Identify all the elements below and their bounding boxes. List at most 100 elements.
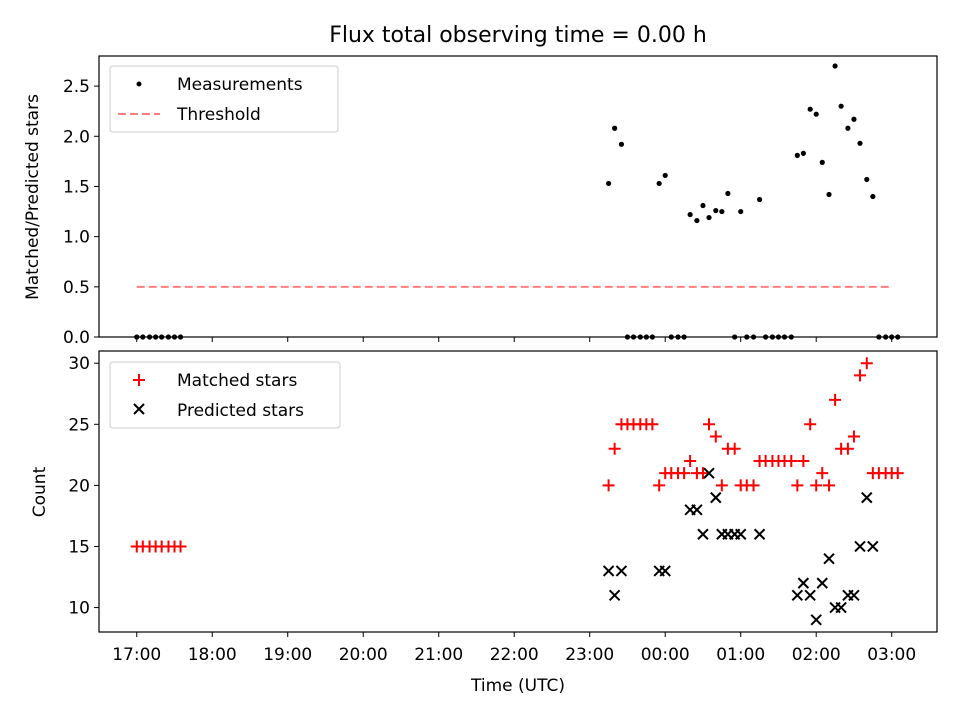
x-tick-label: 02:00	[792, 645, 841, 665]
predicted-star-point	[854, 540, 866, 553]
matched-star-point	[684, 454, 697, 467]
bottom-ytick-label: 20	[68, 476, 90, 496]
matched-star-point	[816, 467, 829, 480]
legend-measurements-label: Measurements	[177, 75, 303, 95]
measurement-point	[819, 159, 825, 165]
matched-star-point	[715, 479, 728, 492]
matched-star-point	[646, 418, 659, 431]
matched-star-point	[696, 467, 709, 480]
measurement-point	[725, 190, 731, 197]
legend-threshold-label: Threshold	[176, 105, 261, 125]
measurement-point	[857, 140, 863, 146]
measurement-point	[687, 211, 693, 218]
matched-star-point	[847, 430, 860, 443]
predicted-star-point	[797, 577, 810, 589]
bottom-legend: Matched stars Predicted stars	[109, 361, 341, 429]
predicted-star-point	[867, 540, 879, 553]
x-tick-label: 17:00	[112, 645, 161, 665]
measurement-point	[838, 103, 844, 109]
measurement-point	[662, 172, 668, 179]
matched-star-point	[747, 479, 760, 492]
bottom-plot-area: 10 15 20 25 30 17:00 18:00 19:00 20:00 21:00 22:00…	[68, 350, 938, 665]
measurement-point	[738, 208, 744, 215]
bottom-y-axis-label: Count	[30, 466, 50, 517]
predicted-star-point	[835, 601, 847, 614]
top-chart-title: Flux total observing time = 0.00 h	[329, 23, 707, 48]
top-ytick-label: 2.0	[63, 127, 90, 147]
measurement-point	[612, 125, 618, 131]
measurement-point	[794, 152, 800, 158]
x-axis-label: Time (UTC)	[470, 676, 565, 696]
predicted-star-point	[804, 589, 816, 602]
measurement-point	[845, 125, 851, 131]
predicted-star-point	[848, 589, 860, 602]
measurement-point	[813, 111, 819, 117]
top-axes-frame	[98, 55, 938, 338]
x-tick-label: 01:00	[716, 645, 765, 665]
top-ytick-label: 1.5	[63, 177, 90, 197]
matched-star-point	[891, 467, 904, 480]
predicted-star-point	[816, 577, 828, 589]
predicted-star-point	[735, 528, 747, 540]
measurement-point	[713, 207, 719, 214]
measurement-point	[864, 176, 870, 183]
matched-star-point	[810, 479, 823, 492]
x-tick-label: 19:00	[263, 645, 312, 665]
bottom-legend-frame	[109, 361, 341, 429]
predicted-star-point	[823, 552, 835, 565]
bottom-ytick-label: 15	[68, 537, 90, 557]
top-ytick-label: 1.0	[63, 228, 90, 248]
x-tick-label: 03:00	[867, 645, 916, 665]
top-ytick-label: 0.5	[63, 278, 90, 298]
legend-predicted-marker	[133, 403, 145, 415]
legend-matched-label: Matched stars	[177, 371, 297, 391]
matched-star-point	[829, 393, 842, 406]
x-tick-label: 00:00	[641, 645, 690, 665]
predicted-star-point	[810, 614, 822, 626]
matched-star-point	[791, 479, 804, 492]
matched-star-point	[703, 418, 716, 431]
matched-star-point	[174, 540, 187, 553]
x-tick-label: 20:00	[339, 645, 388, 665]
top-ytick-label: 2.5	[63, 77, 90, 97]
predicted-star-point	[710, 491, 722, 504]
predicted-star-point	[791, 589, 804, 602]
measurement-point	[826, 191, 832, 198]
measurement-point	[706, 214, 712, 221]
matched-star-point	[678, 467, 691, 480]
bottom-ytick-label: 30	[68, 354, 90, 374]
matched-star-point	[602, 479, 615, 492]
top-legend-frame	[109, 65, 339, 133]
matched-star-point	[797, 454, 810, 467]
predicted-star-point	[861, 491, 873, 504]
bottom-ytick-label: 25	[68, 415, 90, 435]
legend-predicted-label: Predicted stars	[177, 401, 304, 421]
matched-star-point	[728, 442, 741, 455]
bottom-axes-frame	[98, 350, 938, 633]
measurement-point	[656, 180, 662, 187]
predicted-star-point	[608, 589, 621, 602]
legend-measurements-marker	[136, 81, 142, 87]
matched-star-point	[785, 454, 798, 467]
top-legend: Measurements Threshold	[109, 65, 339, 133]
matched-star-point	[709, 430, 722, 443]
measurement-point	[870, 193, 876, 200]
predicted-star-point	[615, 565, 628, 577]
measurement-point	[756, 196, 763, 203]
measurement-point	[851, 116, 857, 122]
measurement-point	[807, 106, 813, 112]
predicted-star-point	[659, 565, 671, 577]
top-y-axis-label: Matched/Predicted stars	[23, 94, 43, 300]
matched-star-point	[860, 357, 873, 370]
measurement-point	[832, 63, 838, 69]
matched-star-point	[823, 479, 836, 492]
legend-matched-marker	[133, 374, 145, 386]
predicted-star-point	[691, 504, 703, 516]
predicted-star-point	[753, 528, 766, 540]
bottom-ytick-label: 10	[68, 599, 90, 619]
x-tick-label: 22:00	[490, 645, 539, 665]
matched-star-point	[804, 418, 817, 431]
top-plot-area: 0.0 0.5 1.0 1.5 2.0 2.5	[63, 55, 938, 348]
x-tick-label: 23:00	[565, 645, 614, 665]
